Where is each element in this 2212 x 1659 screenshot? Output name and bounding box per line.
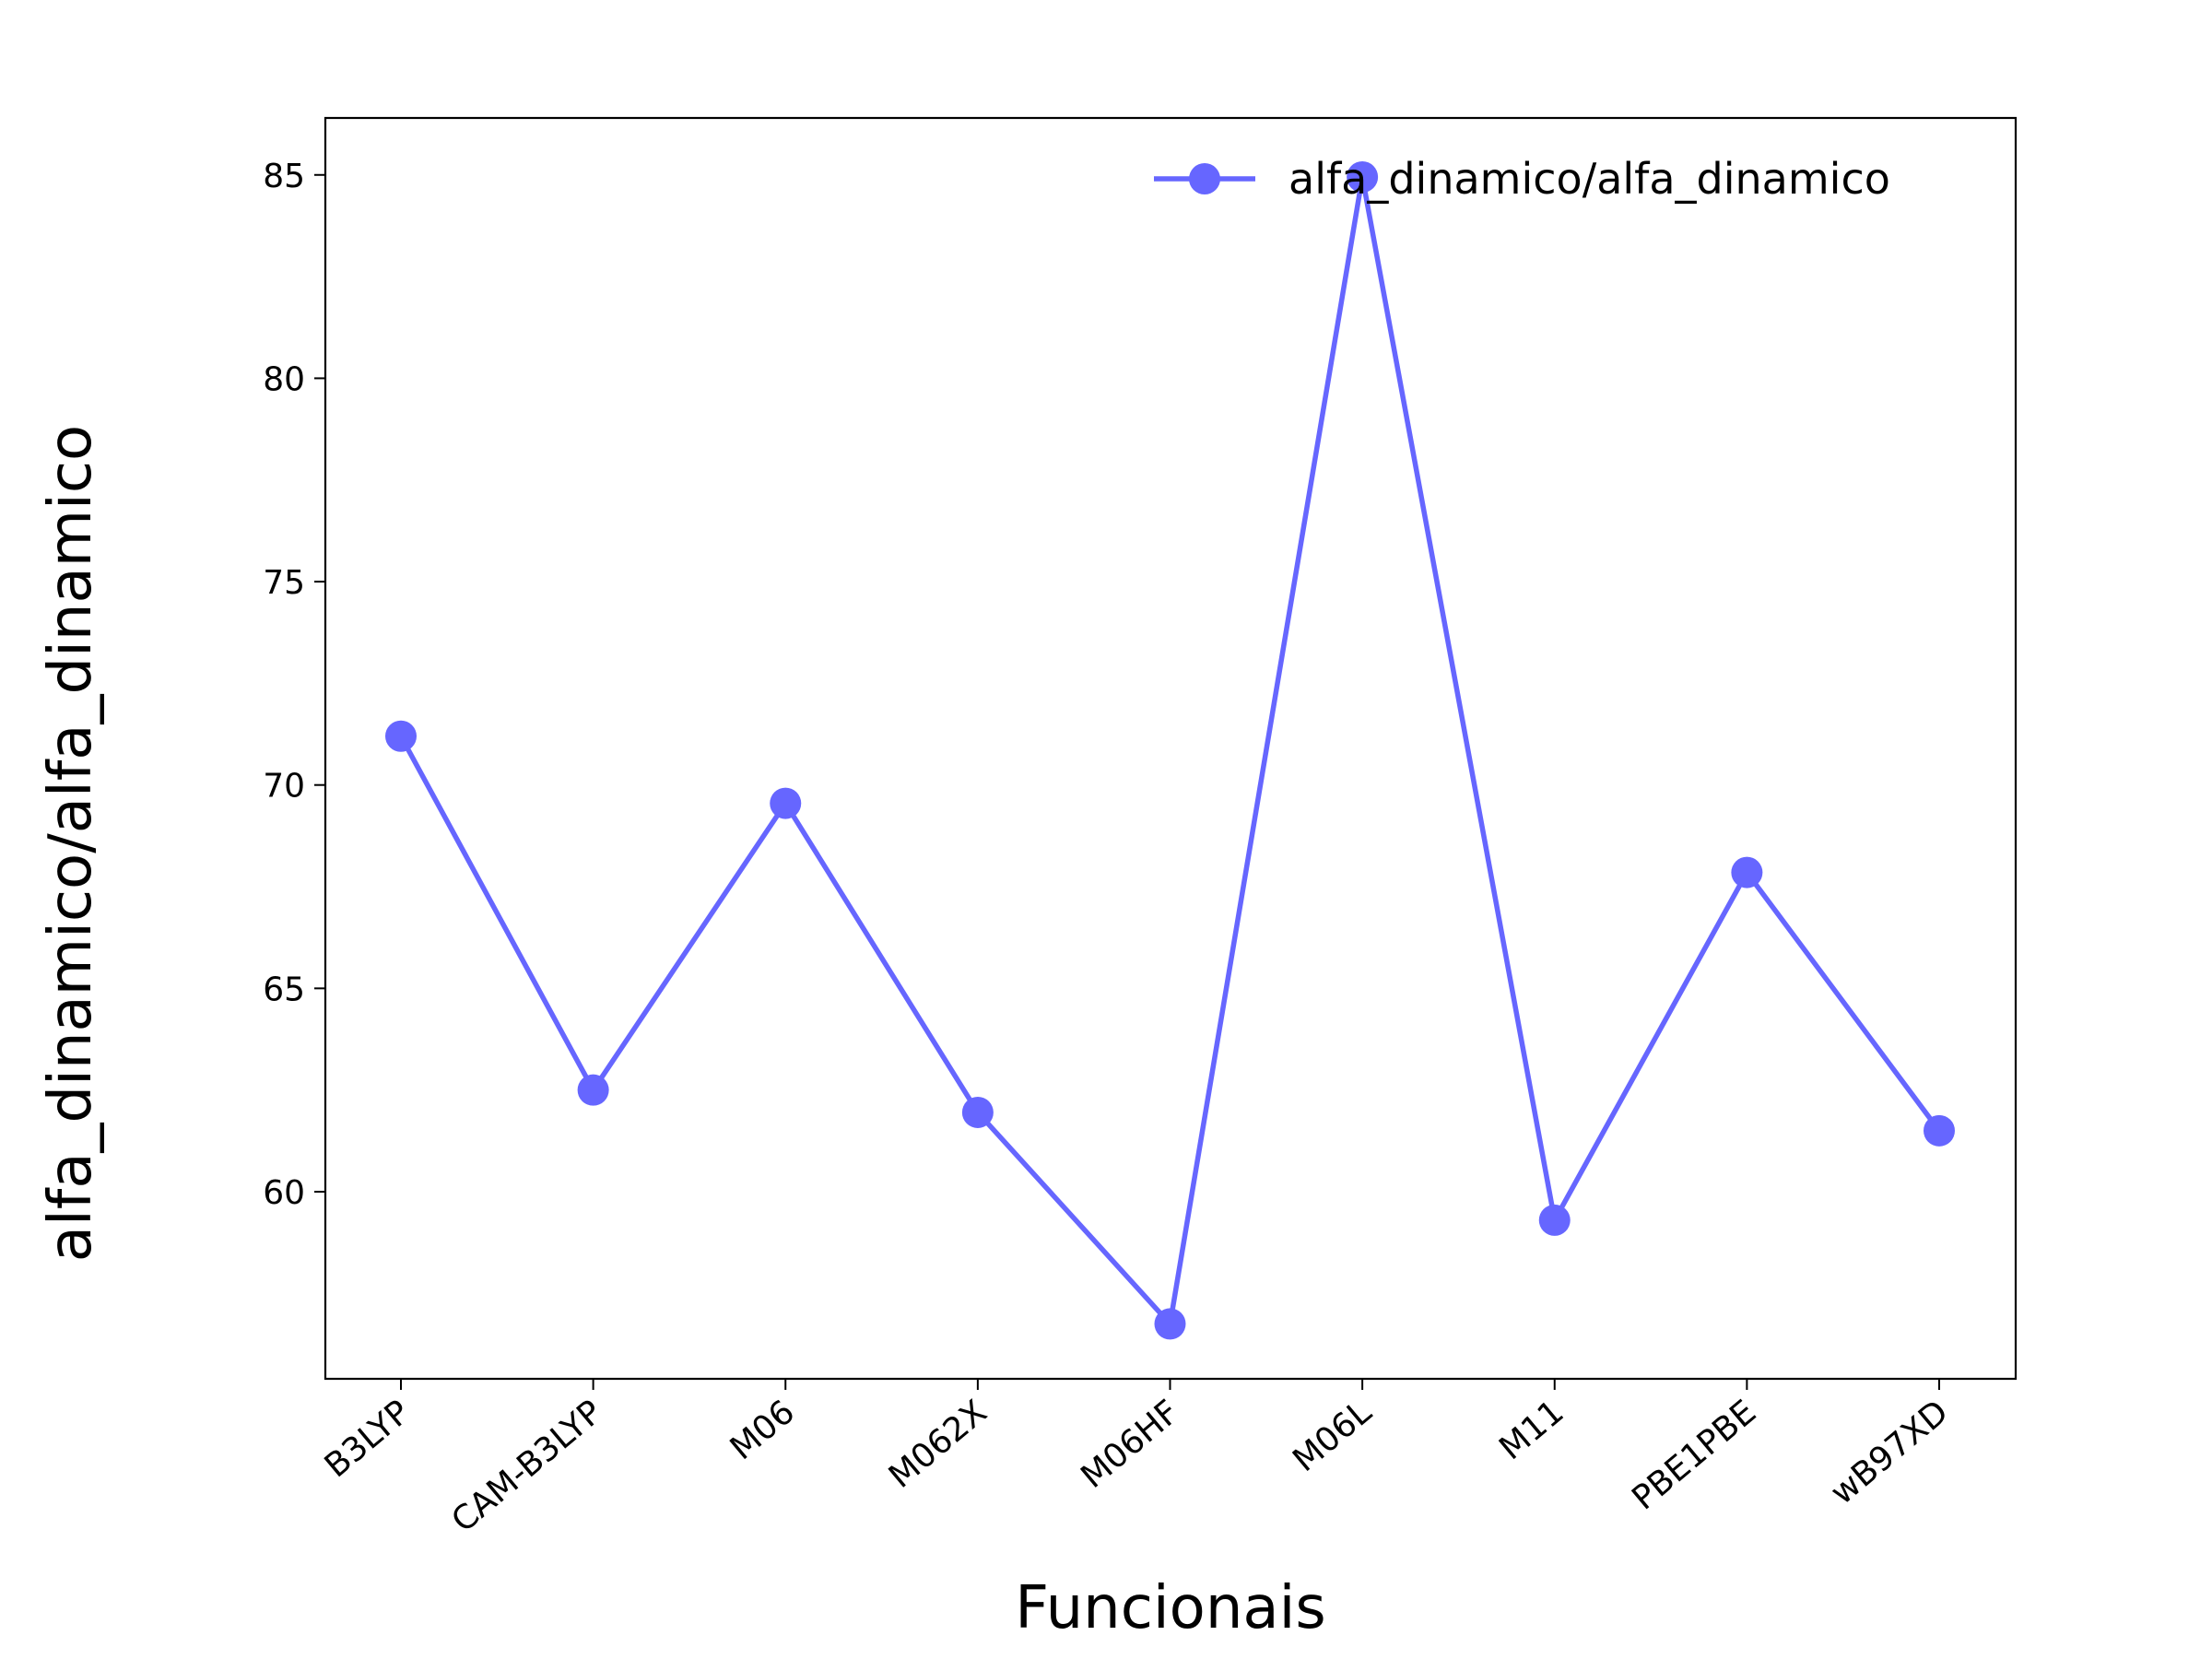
legend-marker-swatch <box>1189 163 1220 194</box>
x-tick-label: PBE1PBE <box>1625 1393 1763 1517</box>
x-tick-label: M06L <box>1286 1393 1379 1479</box>
x-axis: B3LYP CAM-B3LYP M06 M062X M06HF M06L M11 PBE1PB… <box>318 1379 1956 1540</box>
y-tick-label: 60 <box>263 1174 305 1212</box>
x-tick-label: B3LYP <box>318 1393 418 1485</box>
y-tick-label: 70 <box>263 768 305 806</box>
x-tick-label: M06HF <box>1074 1393 1186 1496</box>
x-tick-label: M06 <box>724 1393 802 1467</box>
x-tick-label: wB97XD <box>1824 1393 1956 1512</box>
data-point <box>385 720 417 752</box>
x-tick-label: M11 <box>1492 1393 1571 1467</box>
series-line <box>398 176 1942 1330</box>
x-tick-label: M062X <box>882 1393 994 1495</box>
data-point <box>1924 1114 1955 1147</box>
data-point <box>1538 1204 1571 1236</box>
data-point <box>961 1096 994 1128</box>
series-layer <box>385 160 1955 1340</box>
y-tick-label: 75 <box>263 564 305 602</box>
y-axis-title: alfa_dinamico/alfa_dinamico <box>37 425 105 1262</box>
legend-label: alfa_dinamico/alfa_dinamico <box>1288 154 1890 204</box>
data-point <box>1347 160 1379 193</box>
data-point <box>577 1074 609 1106</box>
data-point <box>1154 1308 1186 1340</box>
y-axis: 60 65 70 75 80 85 <box>263 158 325 1212</box>
legend: alfa_dinamico/alfa_dinamico <box>1154 154 1890 204</box>
data-point <box>770 787 802 819</box>
x-axis-title: Funcionais <box>1015 1574 1325 1642</box>
y-tick-label: 80 <box>263 360 305 398</box>
y-tick-label: 85 <box>263 158 305 195</box>
x-tick-label: CAM-B3LYP <box>445 1393 610 1539</box>
plot-frame <box>324 116 2018 1381</box>
data-point <box>1731 856 1763 888</box>
plot-area <box>324 116 2018 1381</box>
y-tick-label: 65 <box>263 971 305 1008</box>
